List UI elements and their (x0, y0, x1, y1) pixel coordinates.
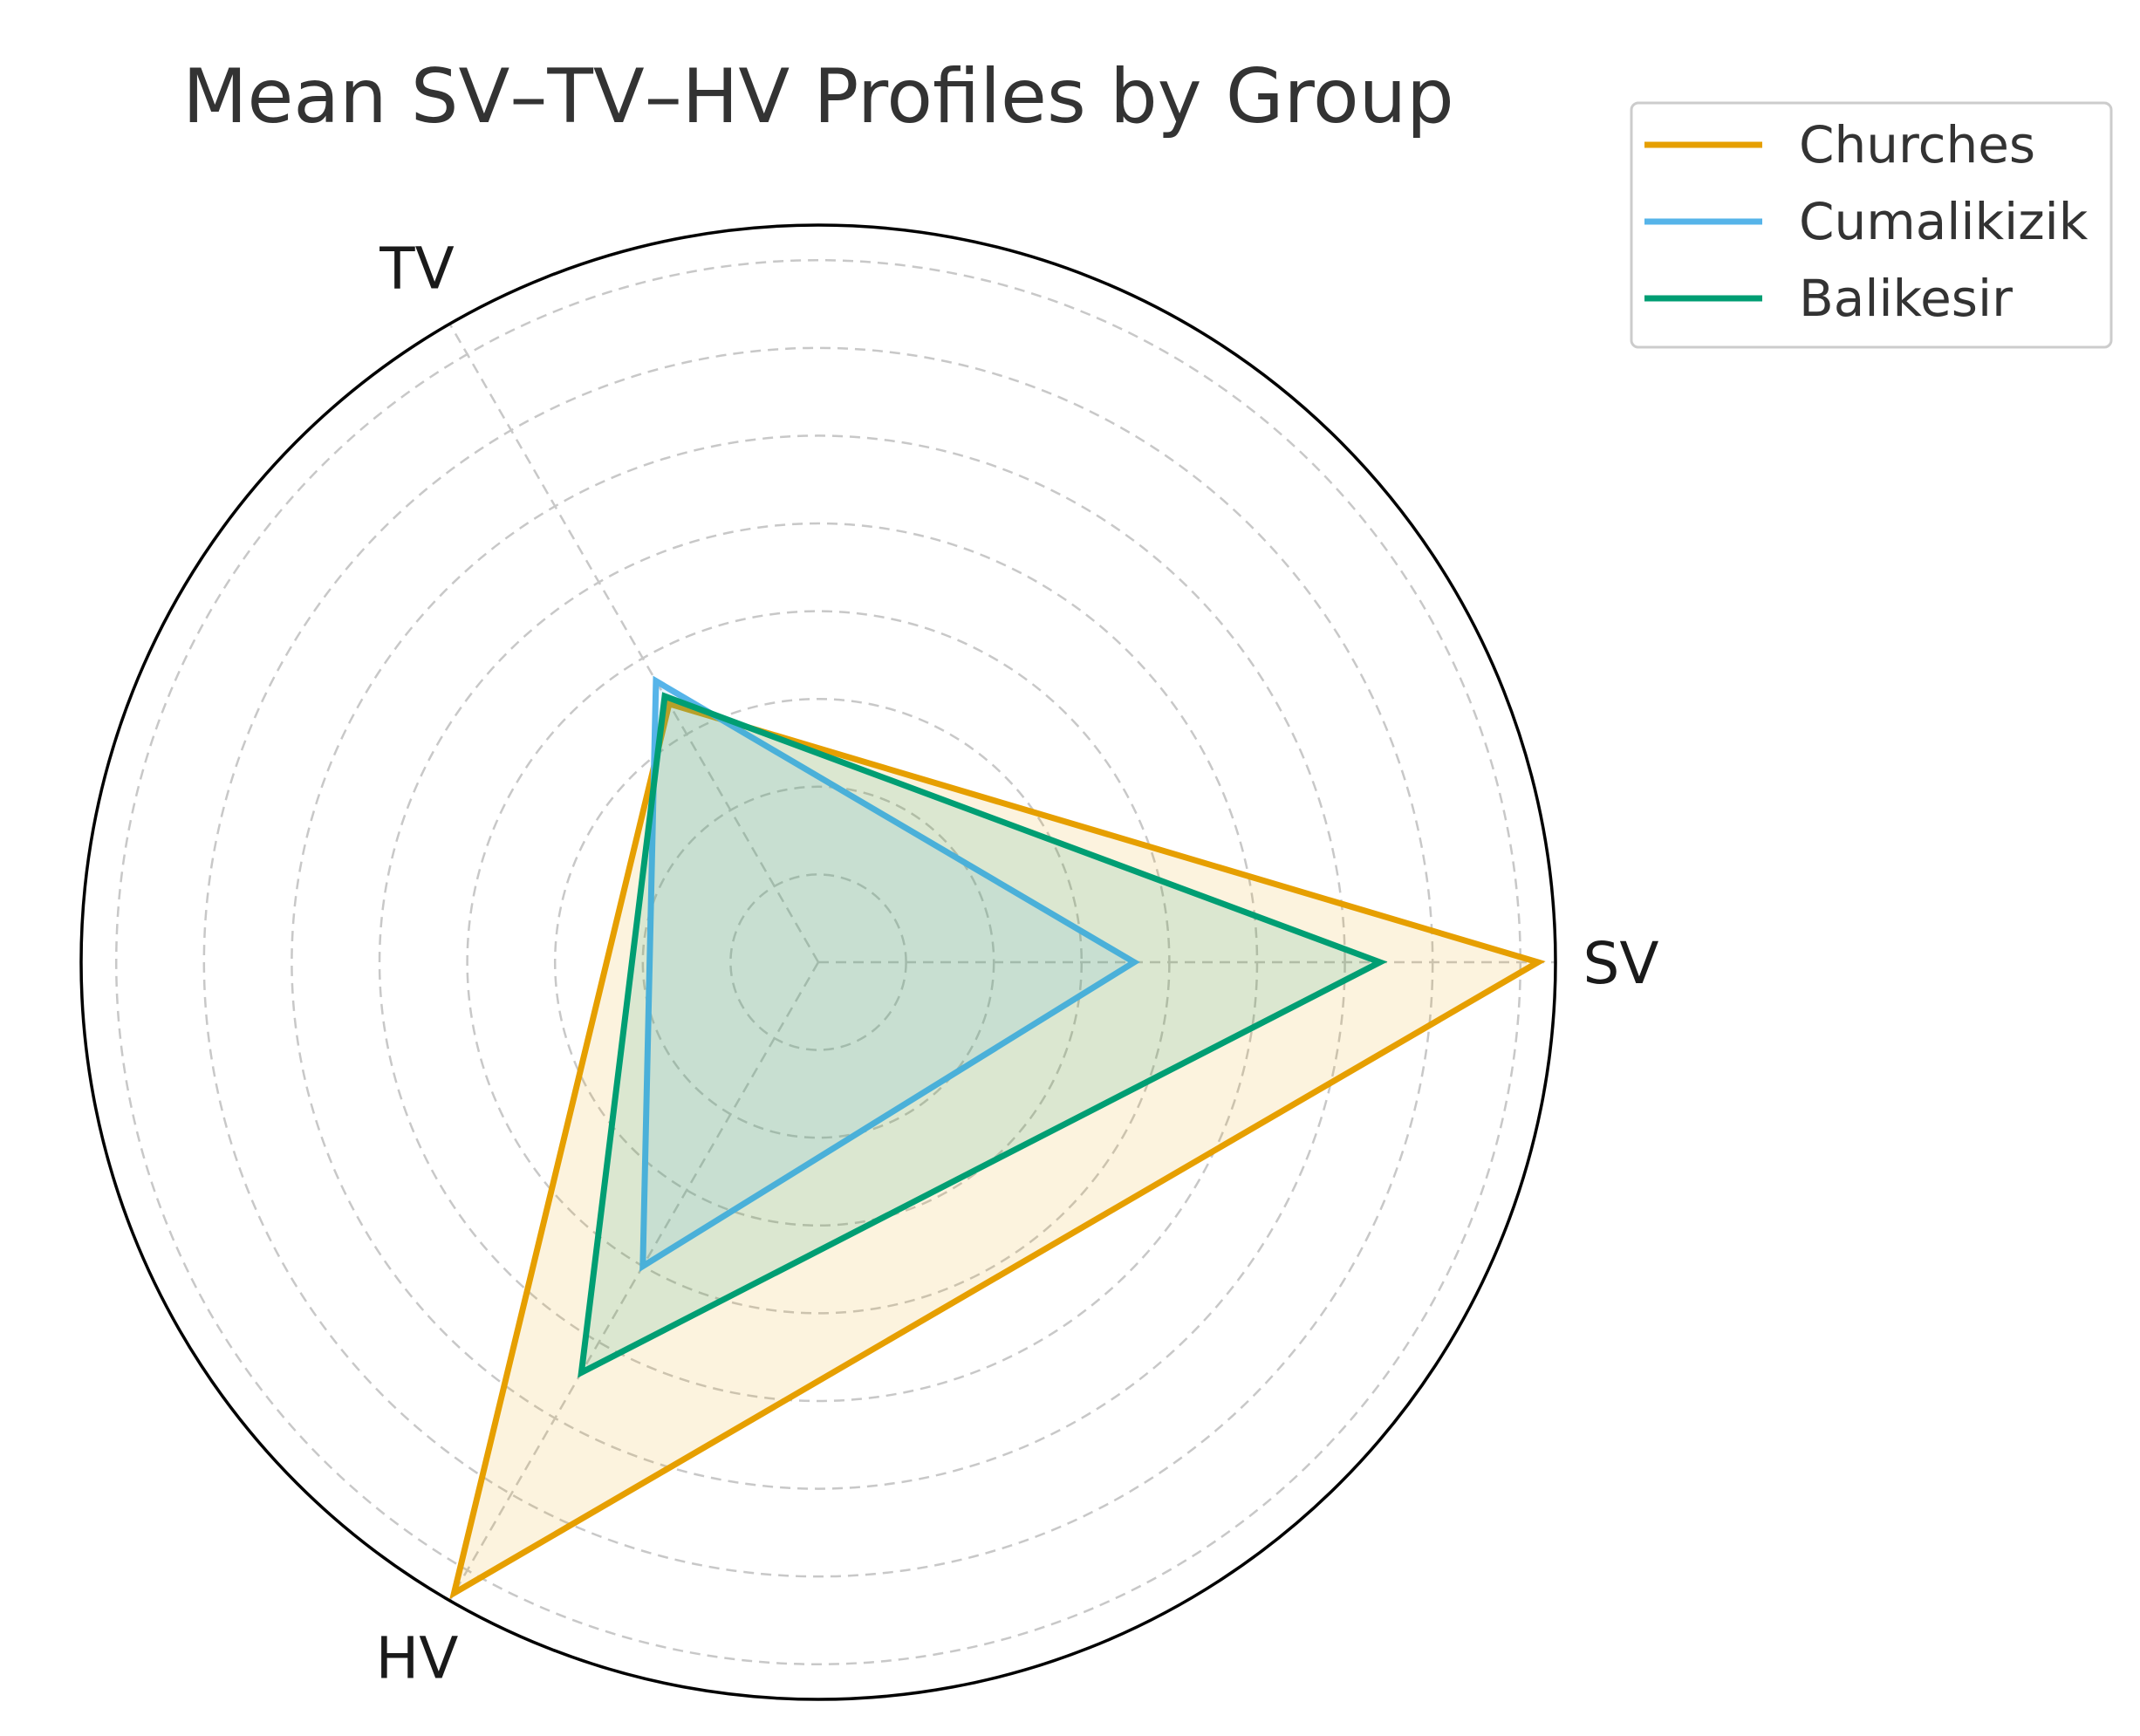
legend-label-balikesir: Balikesir (1799, 269, 2013, 328)
polar-grid (79, 223, 1557, 1701)
axis-label-sv: SV (1583, 930, 1658, 997)
grid-spoke-hv (448, 961, 820, 1602)
grid-spoke-tv (448, 323, 820, 963)
axis-label-hv: HV (376, 1625, 459, 1692)
legend-label-cumalikizik: Cumalikizik (1799, 192, 2089, 251)
legend-box (1630, 101, 2113, 349)
series-line-churches (449, 700, 1546, 1600)
series-polygons (449, 675, 1546, 1600)
polar-frame (79, 223, 1557, 1701)
legend-label-churches: Churches (1799, 115, 2035, 174)
series-fill-churches (454, 703, 1538, 1594)
series-fill-balikesir (581, 696, 1380, 1373)
chart-title: Mean SV–TV–HV Profiles by Group (182, 53, 1453, 140)
series-line-balikesir (578, 692, 1388, 1378)
series-line-cumalikizik (639, 675, 1140, 1272)
axis-labels: SV TV HV (376, 235, 1659, 1692)
legend: Churches Cumalikizik Balikesir (1630, 101, 2113, 349)
axis-label-tv: TV (379, 235, 454, 302)
series-fill-cumalikizik (642, 680, 1135, 1267)
